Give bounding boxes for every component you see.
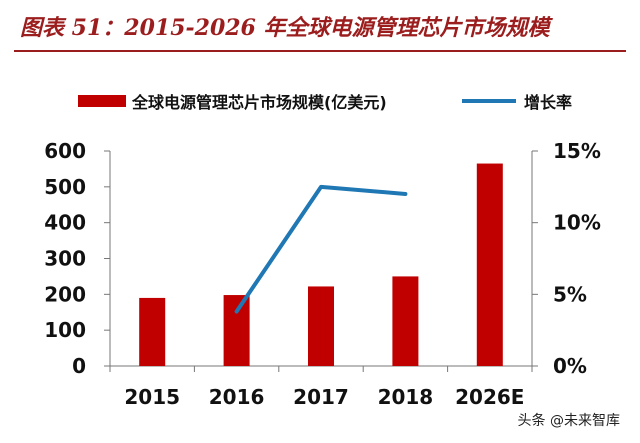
y-left-tick-label: 200 <box>44 282 86 306</box>
y-left-tick-label: 500 <box>44 175 86 199</box>
chart-legend: 全球电源管理芯片市场规模(亿美元) 增长率 <box>0 88 640 114</box>
title-divider <box>14 50 626 52</box>
y-left-tick-label: 400 <box>44 211 86 235</box>
bar <box>223 295 250 366</box>
growth-rate-line <box>234 184 408 314</box>
y-left-tick-label: 300 <box>44 247 86 271</box>
watermark: 头条 @未来智库 <box>513 409 624 431</box>
legend-bar-swatch <box>78 95 126 107</box>
bar <box>308 286 334 366</box>
y-right-tick-label: 5% <box>553 282 587 306</box>
chart-title: 图表 51：2015-2026 年全球电源管理芯片市场规模 <box>20 15 550 41</box>
y-right-tick-label: 0% <box>553 354 587 378</box>
x-tick-label: 2017 <box>293 385 349 409</box>
bar <box>139 297 166 366</box>
legend-label-growth-rate: 增长率 <box>524 93 573 112</box>
legend-item-growth-rate: 增长率 <box>462 88 572 114</box>
y-left-tick-label: 100 <box>44 318 86 342</box>
legend-item-market-size: 全球电源管理芯片市场规模(亿美元) <box>78 88 387 114</box>
legend-line-swatch <box>462 99 516 103</box>
y-left-tick-label: 600 <box>44 139 86 163</box>
y-left-tick-label: 0 <box>72 354 86 378</box>
bar <box>392 276 419 366</box>
legend-label-market-size: 全球电源管理芯片市场规模(亿美元) <box>132 93 387 112</box>
x-tick-label: 2026E <box>455 385 524 409</box>
y-right-tick-label: 15% <box>553 139 601 163</box>
x-tick-label: 2018 <box>378 385 434 409</box>
x-tick-label: 2016 <box>209 385 265 409</box>
bar <box>476 163 503 366</box>
x-tick-label: 2015 <box>124 385 180 409</box>
y-right-tick-label: 10% <box>553 211 601 235</box>
